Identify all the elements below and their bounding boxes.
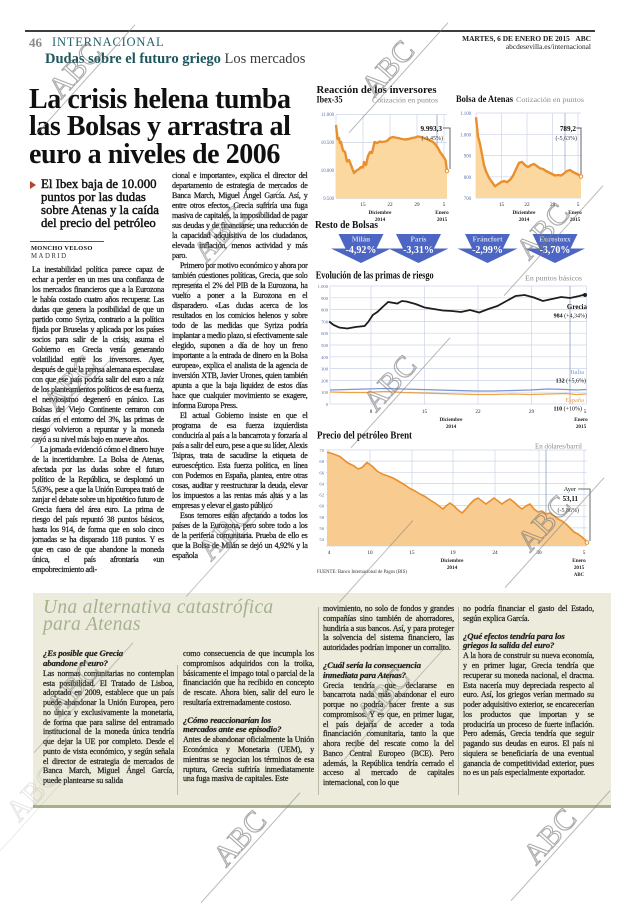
svg-text:-3,31%: -3,31% bbox=[403, 245, 434, 256]
svg-text:1.100: 1.100 bbox=[460, 112, 471, 117]
svg-text:2014: 2014 bbox=[447, 565, 458, 571]
svg-text:2014: 2014 bbox=[375, 217, 386, 223]
svg-text:Diciembre: Diciembre bbox=[513, 210, 537, 216]
svg-text:Italia: Italia bbox=[571, 369, 584, 376]
svg-text:54: 54 bbox=[319, 537, 324, 542]
svg-text:984 (+4,34%): 984 (+4,34%) bbox=[554, 313, 587, 320]
svg-text:9.993,3: 9.993,3 bbox=[420, 125, 442, 133]
svg-text:100: 100 bbox=[321, 390, 329, 395]
svg-text:700: 700 bbox=[321, 319, 329, 324]
svg-text:(-5,63%): (-5,63%) bbox=[556, 135, 578, 142]
svg-text:Reacción de los inversores: Reacción de los inversores bbox=[317, 84, 438, 96]
svg-text:800: 800 bbox=[321, 308, 329, 313]
svg-text:29: 29 bbox=[414, 202, 420, 208]
svg-text:70: 70 bbox=[319, 448, 324, 453]
svg-text:(-5,86%): (-5,86%) bbox=[558, 507, 580, 514]
svg-text:2014: 2014 bbox=[519, 217, 530, 223]
svg-text:Ibex-35: Ibex-35 bbox=[317, 95, 343, 106]
svg-text:Bolsa de Atenas: Bolsa de Atenas bbox=[456, 94, 513, 105]
svg-text:19: 19 bbox=[450, 550, 456, 556]
svg-text:ABC: ABC bbox=[574, 573, 585, 578]
svg-text:29: 29 bbox=[529, 409, 535, 415]
svg-text:Eurostoxx: Eurostoxx bbox=[539, 236, 571, 244]
svg-text:11.000: 11.000 bbox=[321, 113, 335, 118]
svg-text:9.500: 9.500 bbox=[323, 197, 334, 202]
svg-text:400: 400 bbox=[321, 355, 329, 360]
svg-text:Resto de Bolsas: Resto de Bolsas bbox=[315, 219, 379, 231]
svg-text:200: 200 bbox=[321, 378, 329, 383]
svg-text:56: 56 bbox=[319, 526, 324, 531]
svg-text:Cotización en puntos: Cotización en puntos bbox=[372, 97, 438, 105]
svg-text:700: 700 bbox=[464, 197, 472, 202]
svg-text:París: París bbox=[411, 236, 427, 244]
svg-text:4: 4 bbox=[328, 550, 331, 556]
svg-text:10.000: 10.000 bbox=[321, 169, 335, 174]
svg-text:FUENTE: Banco Internacional de: FUENTE: Banco Internacional de Pagos (BI… bbox=[317, 570, 407, 575]
svg-text:15: 15 bbox=[422, 409, 428, 415]
svg-text:66: 66 bbox=[319, 470, 324, 475]
svg-text:2015: 2015 bbox=[570, 217, 581, 223]
svg-text:Enero: Enero bbox=[574, 417, 588, 423]
svg-text:600: 600 bbox=[321, 331, 329, 336]
svg-text:30: 30 bbox=[536, 550, 542, 556]
svg-text:1.000: 1.000 bbox=[318, 284, 329, 289]
svg-text:5: 5 bbox=[443, 202, 446, 208]
svg-text:110 (+10%): 110 (+10%) bbox=[553, 406, 582, 413]
svg-text:Evolución de las primas de rie: Evolución de las primas de riesgo bbox=[316, 270, 434, 282]
svg-text:22: 22 bbox=[475, 409, 481, 415]
svg-text:8: 8 bbox=[370, 409, 373, 415]
svg-text:800: 800 bbox=[464, 176, 472, 181]
svg-text:22: 22 bbox=[524, 202, 530, 208]
svg-text:22: 22 bbox=[387, 202, 393, 208]
svg-text:58: 58 bbox=[319, 515, 324, 520]
svg-text:300: 300 bbox=[321, 367, 329, 372]
svg-text:132 (+5,6%): 132 (+5,6%) bbox=[556, 378, 586, 385]
svg-text:29: 29 bbox=[550, 202, 556, 208]
svg-text:789,2: 789,2 bbox=[560, 125, 577, 133]
svg-text:500: 500 bbox=[321, 343, 329, 348]
svg-text:Precio del petróleo Brent: Precio del petróleo Brent bbox=[317, 430, 412, 442]
svg-text:5: 5 bbox=[584, 409, 587, 415]
svg-text:1.000: 1.000 bbox=[460, 133, 471, 138]
svg-text:64: 64 bbox=[319, 481, 324, 486]
svg-text:2015: 2015 bbox=[437, 217, 448, 223]
svg-text:62: 62 bbox=[319, 493, 324, 498]
svg-text:900: 900 bbox=[321, 296, 329, 301]
svg-text:2014: 2014 bbox=[446, 424, 457, 430]
svg-text:5: 5 bbox=[577, 202, 580, 208]
svg-text:Diciembre: Diciembre bbox=[440, 417, 464, 423]
svg-text:España: España bbox=[565, 397, 584, 404]
svg-text:Milán: Milán bbox=[352, 236, 370, 244]
svg-text:-4,92%: -4,92% bbox=[346, 245, 377, 256]
svg-text:15: 15 bbox=[409, 550, 415, 556]
svg-text:Enero: Enero bbox=[568, 210, 582, 216]
svg-text:-3,70%: -3,70% bbox=[540, 245, 571, 256]
svg-text:En puntos básicos: En puntos básicos bbox=[525, 275, 582, 283]
svg-text:10.500: 10.500 bbox=[321, 141, 335, 146]
svg-text:Grecia: Grecia bbox=[567, 303, 588, 311]
svg-text:En dólares/barril: En dólares/barril bbox=[535, 443, 582, 451]
svg-text:53,11: 53,11 bbox=[563, 495, 579, 503]
svg-text:Diciembre: Diciembre bbox=[441, 558, 465, 564]
svg-text:-2,99%: -2,99% bbox=[472, 245, 503, 256]
svg-text:15: 15 bbox=[499, 202, 505, 208]
svg-text:15: 15 bbox=[360, 202, 366, 208]
svg-text:2015: 2015 bbox=[576, 424, 587, 430]
svg-text:Enero: Enero bbox=[435, 210, 449, 216]
svg-text:2015: 2015 bbox=[574, 565, 585, 571]
svg-text:24: 24 bbox=[492, 550, 498, 556]
svg-text:10: 10 bbox=[367, 550, 373, 556]
svg-text:Ayer: Ayer bbox=[564, 486, 577, 493]
svg-text:Enero: Enero bbox=[572, 558, 586, 564]
svg-text:68: 68 bbox=[319, 459, 324, 464]
svg-text:Cotización en puntos: Cotización en puntos bbox=[516, 96, 584, 104]
svg-text:(-3,45%): (-3,45%) bbox=[422, 135, 444, 142]
svg-text:Diciembre: Diciembre bbox=[369, 210, 393, 216]
svg-text:5: 5 bbox=[583, 550, 586, 556]
svg-text:900: 900 bbox=[464, 155, 472, 160]
svg-text:0: 0 bbox=[326, 402, 329, 407]
svg-text:60: 60 bbox=[319, 504, 324, 509]
svg-text:Fráncfort: Fráncfort bbox=[473, 236, 504, 244]
